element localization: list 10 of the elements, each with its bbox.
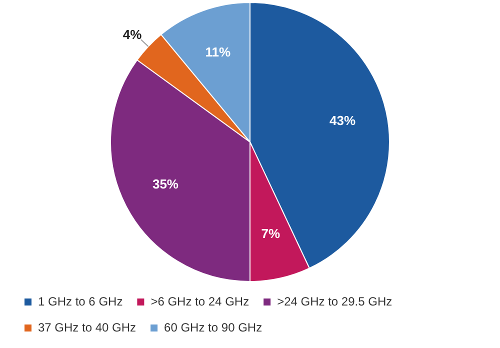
legend-label: 60 GHz to 90 GHz	[164, 320, 262, 334]
data-label: 35%	[152, 176, 179, 192]
legend-label: >6 GHz to 24 GHz	[150, 294, 250, 308]
legend-label: >24 GHz to 29.5 GHz	[277, 294, 392, 308]
data-label: 43%	[330, 112, 356, 128]
data-label: 11%	[205, 44, 231, 60]
legend-label: 1 GHz to 6 GHz	[38, 294, 123, 308]
data-label: 7%	[261, 226, 281, 242]
data-label: 4%	[122, 27, 142, 42]
legend-label: 37 GHz to 40 GHz	[38, 320, 136, 334]
